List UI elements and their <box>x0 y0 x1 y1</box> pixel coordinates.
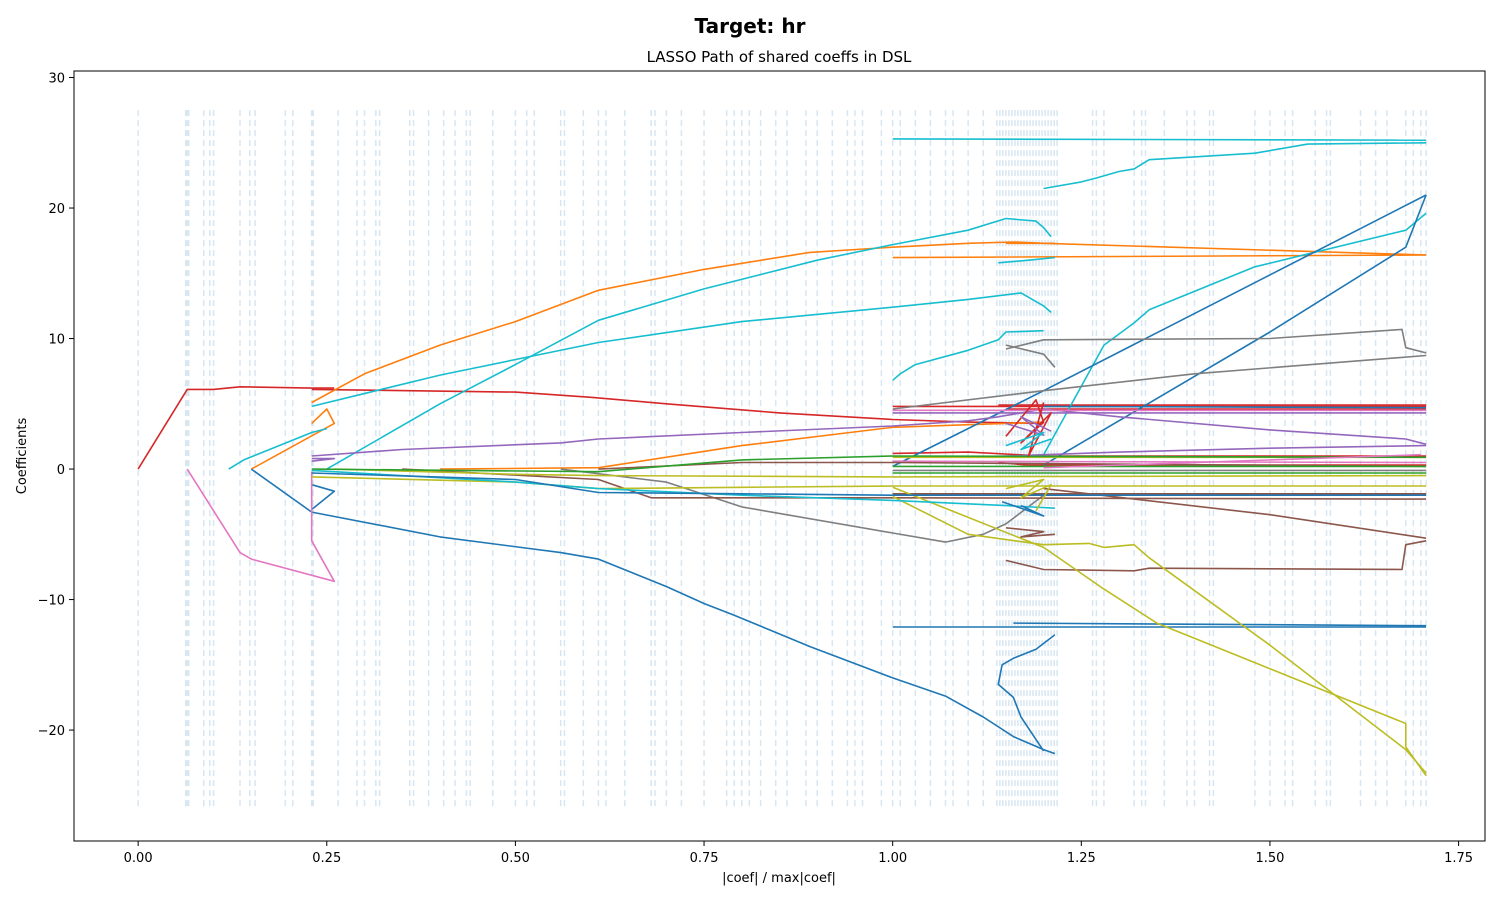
coef-path-line <box>998 256 1055 264</box>
coef-path-line <box>1043 142 1427 190</box>
coef-path-line <box>892 486 1427 777</box>
coef-path-line <box>137 385 335 470</box>
coef-path-line <box>326 217 1052 470</box>
coef-path-line <box>892 451 1427 457</box>
coef-path-line <box>1005 415 1052 436</box>
x-tick-label: 1.50 <box>1255 851 1284 866</box>
y-tick-label: −10 <box>38 594 65 609</box>
chart-title: LASSO Path of shared coeffs in DSL <box>647 48 912 66</box>
x-tick-label: 0.50 <box>501 851 530 866</box>
coef-path-line <box>334 468 1427 478</box>
coef-path-line <box>311 483 336 511</box>
coef-path-line <box>892 329 1044 381</box>
coef-path-line <box>997 634 1056 752</box>
figure-suptitle: Target: hr <box>694 14 806 38</box>
x-axis-label: |coef| / max|coef| <box>722 871 836 886</box>
coef-path-line <box>311 455 1427 473</box>
coef-path-line <box>311 472 1427 497</box>
coef-path-line <box>1005 540 1427 572</box>
coef-path-line <box>1005 527 1055 538</box>
x-tick-label: 0.75 <box>690 851 719 866</box>
coef-path-line <box>1001 500 1045 517</box>
coef-path-line <box>1005 328 1427 354</box>
coef-path-line <box>1005 344 1056 368</box>
coef-path-line <box>1005 478 1052 512</box>
coef-path-line <box>1043 405 1427 409</box>
coef-path-line <box>1043 194 1427 466</box>
coef-path-line <box>1042 212 1427 456</box>
x-tick-label: 1.25 <box>1067 851 1096 866</box>
x-tick-label: 0.25 <box>312 851 341 866</box>
coef-path-line <box>311 408 1427 457</box>
coef-path-line <box>892 460 1427 464</box>
x-tick-label: 0.00 <box>124 851 153 866</box>
coef-path-line <box>228 427 328 470</box>
coef-path-line <box>892 254 1427 259</box>
alpha-vline-group <box>137 110 1427 809</box>
coef-path-line <box>892 354 1427 410</box>
coef-path-line <box>1043 487 1427 539</box>
coef-path-line <box>560 468 1045 543</box>
coef-path-line <box>311 457 336 462</box>
y-tick-label: 30 <box>48 72 65 87</box>
y-axis-ticks: −20 −10 0 10 20 30 <box>38 72 74 739</box>
y-axis-label: Coefficients <box>15 418 30 495</box>
coef-path-line <box>1005 431 1052 451</box>
y-tick-label: −20 <box>38 724 65 739</box>
coef-path-line <box>439 421 1044 470</box>
y-tick-label: 0 <box>57 463 65 478</box>
x-axis-ticks: 0.00 0.25 0.50 0.75 1.00 1.25 1.50 1.75 <box>124 841 1473 866</box>
coef-path-line <box>250 468 1056 755</box>
coef-path-line <box>402 468 1427 500</box>
coef-path-line <box>892 138 1427 141</box>
coef-path-line <box>311 476 1427 490</box>
coef-path-line <box>892 495 1427 774</box>
y-tick-label: 10 <box>48 333 65 348</box>
x-tick-label: 1.75 <box>1444 851 1473 866</box>
coef-path-line <box>1013 622 1427 627</box>
coef-path-line <box>311 292 1052 408</box>
coef-path-line <box>1043 453 1421 469</box>
y-tick-label: 20 <box>48 202 65 217</box>
plot-frame <box>73 70 1486 842</box>
coef-path-line <box>1005 399 1052 457</box>
coef-path-line <box>311 469 1055 509</box>
coef-path-line <box>250 408 336 470</box>
coef-path-line <box>311 241 1427 404</box>
coef-path-group <box>137 138 1427 777</box>
coef-path-line <box>892 194 1427 468</box>
x-tick-label: 1.00 <box>878 851 907 866</box>
coef-path-line <box>186 468 336 583</box>
coef-path-line <box>968 444 1427 459</box>
